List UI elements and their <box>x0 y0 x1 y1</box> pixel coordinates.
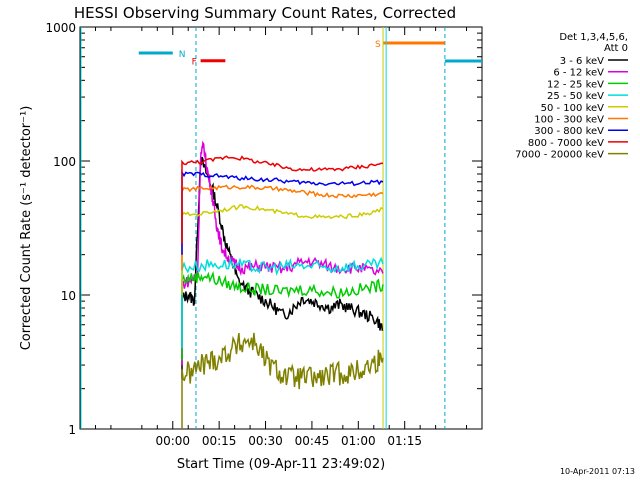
x-tick-label: 01:15 <box>387 434 422 448</box>
flag-label: F <box>192 58 197 68</box>
legend-entry-label: 7000 - 20000 keV <box>515 150 604 161</box>
y-tick-label: 1000 <box>45 21 76 35</box>
series-line <box>181 332 384 429</box>
legend-header: Att 0 <box>604 43 628 54</box>
x-axis-label: Start Time (09-Apr-11 23:49:02) <box>177 457 385 472</box>
x-tick-label: 00:00 <box>155 434 190 448</box>
series-line <box>181 156 384 379</box>
x-tick-label: 01:00 <box>341 434 376 448</box>
legend-entry-label: 100 - 300 keV <box>534 115 604 126</box>
legend-entry-label: 800 - 7000 keV <box>528 138 604 149</box>
x-tick-label: 00:45 <box>295 434 330 448</box>
status-flags: NF S <box>80 27 482 429</box>
legend-entry-label: 6 - 12 keV <box>553 68 604 79</box>
timestamp: 10-Apr-2011 07:13 <box>560 467 635 476</box>
series-line <box>181 256 384 349</box>
x-tick-label: 00:15 <box>202 434 237 448</box>
data-series <box>181 140 384 429</box>
chart-title: HESSI Observing Summary Count Rates, Cor… <box>74 4 456 22</box>
legend-header: Det 1,3,4,5,6, <box>559 32 628 43</box>
flag-label: S <box>375 40 381 50</box>
legend-entry-label: 25 - 50 keV <box>547 91 604 102</box>
legend-entry-label: 300 - 800 keV <box>534 126 604 137</box>
y-tick-label: 1 <box>68 423 76 437</box>
series-line <box>181 169 384 255</box>
series-line <box>181 155 384 244</box>
plot-frame <box>79 26 483 430</box>
flag-label: N <box>179 50 186 60</box>
series-line <box>181 204 384 295</box>
y-tick-label: 10 <box>61 289 76 303</box>
y-tick-label: 100 <box>53 155 76 169</box>
axis-ticks: 00:00 00:15 00:30 00:45 01:00 01:15 1 10 100 1000 <box>45 21 482 448</box>
x-tick-label: 00:30 <box>248 434 283 448</box>
series-line <box>181 140 384 366</box>
legend-entry-label: 3 - 6 keV <box>560 56 604 67</box>
series-line <box>181 270 384 361</box>
y-axis-label: Corrected Count Rate (s⁻¹ detector⁻¹) <box>19 106 34 351</box>
legend-entry-label: 12 - 25 keV <box>547 79 604 90</box>
series-line <box>181 184 384 271</box>
legend-entry-label: 50 - 100 keV <box>541 103 605 114</box>
